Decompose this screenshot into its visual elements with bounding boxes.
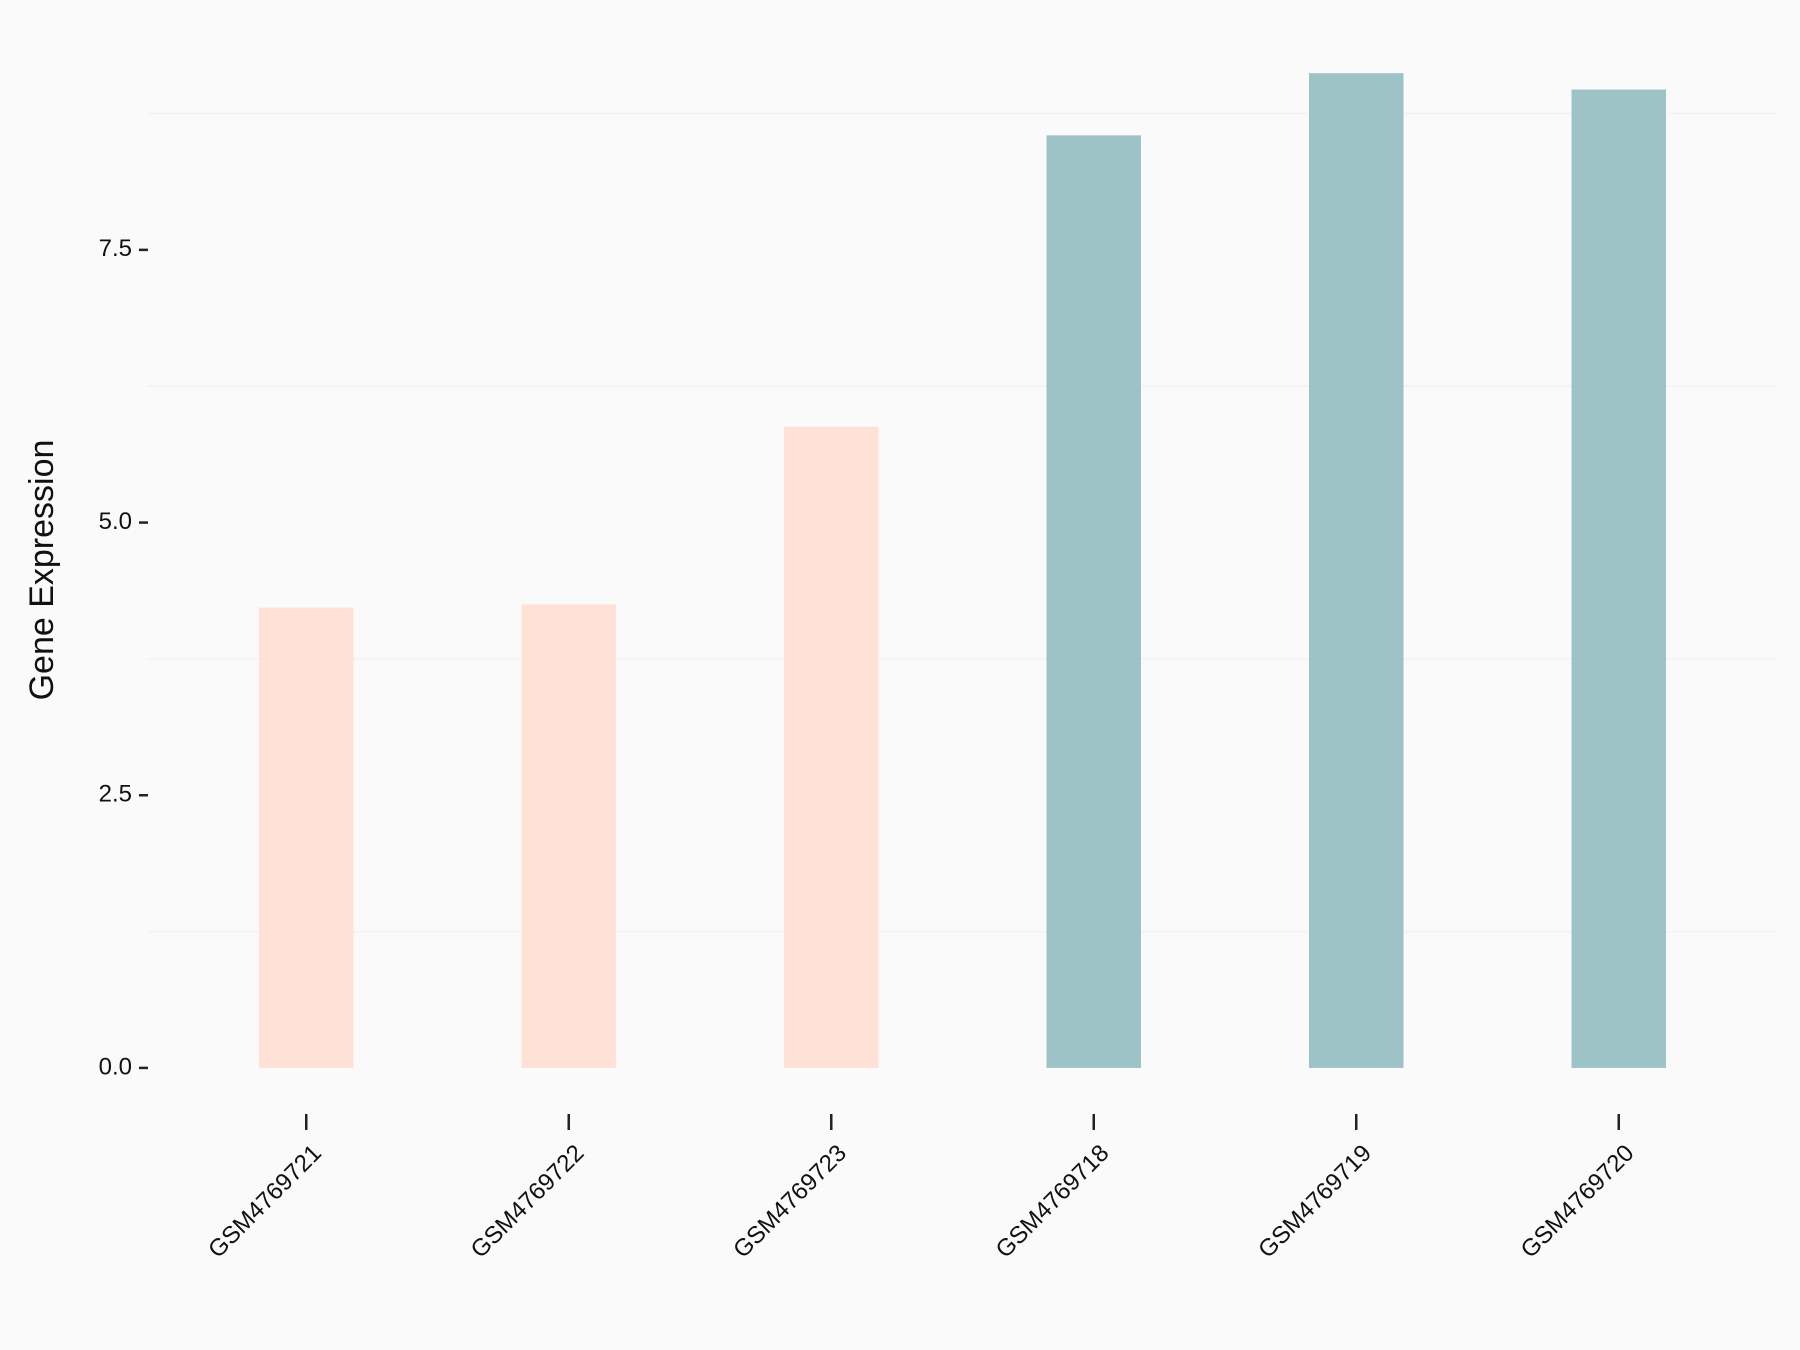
bar	[259, 607, 354, 1068]
y-tick-label: 7.5	[99, 235, 132, 262]
y-tick-label: 0.0	[99, 1053, 132, 1080]
y-tick-label: 2.5	[99, 781, 132, 808]
y-axis-label: Gene Expression	[23, 440, 61, 701]
bar	[1046, 135, 1141, 1068]
bar	[784, 426, 879, 1068]
y-tick-label: 5.0	[99, 508, 132, 535]
bar	[521, 604, 616, 1068]
bar	[1571, 89, 1666, 1068]
bar	[1309, 73, 1404, 1068]
